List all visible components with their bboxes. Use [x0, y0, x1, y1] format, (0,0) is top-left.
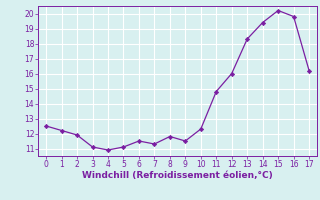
- X-axis label: Windchill (Refroidissement éolien,°C): Windchill (Refroidissement éolien,°C): [82, 171, 273, 180]
